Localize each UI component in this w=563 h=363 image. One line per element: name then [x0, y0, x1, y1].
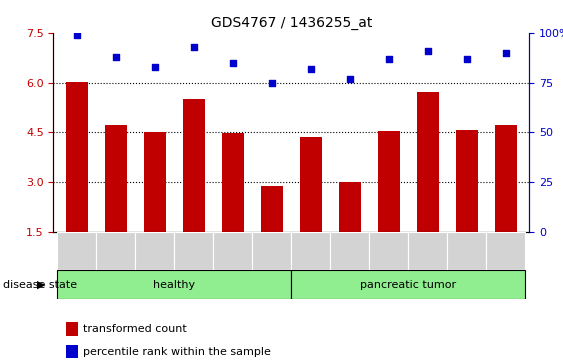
Bar — [66, 82, 88, 232]
Bar — [213, 232, 252, 270]
Point — [229, 60, 238, 65]
Bar — [408, 232, 448, 270]
Bar — [339, 182, 360, 232]
Point — [189, 44, 198, 50]
Point — [111, 54, 120, 60]
Bar — [144, 132, 166, 232]
Bar — [495, 125, 516, 232]
Point — [345, 76, 354, 82]
Bar — [66, 345, 78, 358]
Point — [501, 50, 510, 56]
Bar — [183, 99, 204, 232]
Bar — [175, 232, 213, 270]
Bar — [486, 232, 525, 270]
Bar — [330, 232, 369, 270]
Point — [267, 79, 276, 85]
Title: GDS4767 / 1436255_at: GDS4767 / 1436255_at — [211, 16, 372, 30]
Point — [423, 48, 432, 54]
Bar — [135, 232, 175, 270]
Bar — [222, 133, 244, 232]
Point — [306, 66, 315, 72]
Bar — [57, 232, 96, 270]
Point — [150, 64, 159, 70]
Text: transformed count: transformed count — [83, 324, 186, 334]
Bar — [252, 232, 292, 270]
Bar — [456, 131, 477, 232]
Point — [73, 32, 82, 38]
Bar — [261, 187, 283, 232]
Bar — [369, 232, 408, 270]
Bar — [378, 131, 400, 232]
Bar — [292, 270, 525, 299]
Point — [385, 56, 394, 61]
Bar — [448, 232, 486, 270]
Text: disease state: disease state — [3, 280, 77, 290]
Text: ▶: ▶ — [37, 280, 46, 290]
Bar — [105, 125, 127, 232]
Bar — [300, 138, 321, 232]
Text: pancreatic tumor: pancreatic tumor — [360, 280, 457, 290]
Bar — [57, 270, 292, 299]
Bar — [66, 322, 78, 336]
Bar — [417, 92, 439, 232]
Bar — [292, 232, 330, 270]
Bar — [96, 232, 135, 270]
Text: healthy: healthy — [153, 280, 195, 290]
Point — [462, 56, 471, 61]
Text: percentile rank within the sample: percentile rank within the sample — [83, 347, 270, 357]
